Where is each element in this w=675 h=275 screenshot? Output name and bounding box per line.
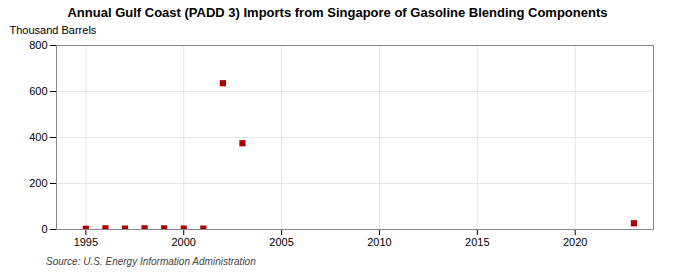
svg-text:Thousand Barrels: Thousand Barrels <box>10 24 97 36</box>
html-text:Source: U.S. Energy Informatio: Source: U.S. Energy Information Administ… <box>46 256 256 267</box>
svg-text:600: 600 <box>29 85 47 97</box>
html-text:Annual Gulf Coast (PADD 3) Imp: Annual Gulf Coast (PADD 3) Imports from … <box>67 5 608 20</box>
svg-text:2020: 2020 <box>563 236 587 248</box>
svg-text:0: 0 <box>41 223 47 235</box>
svg-text:2005: 2005 <box>269 236 293 248</box>
svg-text:2015: 2015 <box>465 236 489 248</box>
svg-text:2010: 2010 <box>367 236 391 248</box>
svg-text:400: 400 <box>29 131 47 143</box>
svg-text:1995: 1995 <box>74 236 98 248</box>
svg-text:800: 800 <box>29 39 47 51</box>
svg-text:2000: 2000 <box>171 236 195 248</box>
svg-text:200: 200 <box>29 177 47 189</box>
